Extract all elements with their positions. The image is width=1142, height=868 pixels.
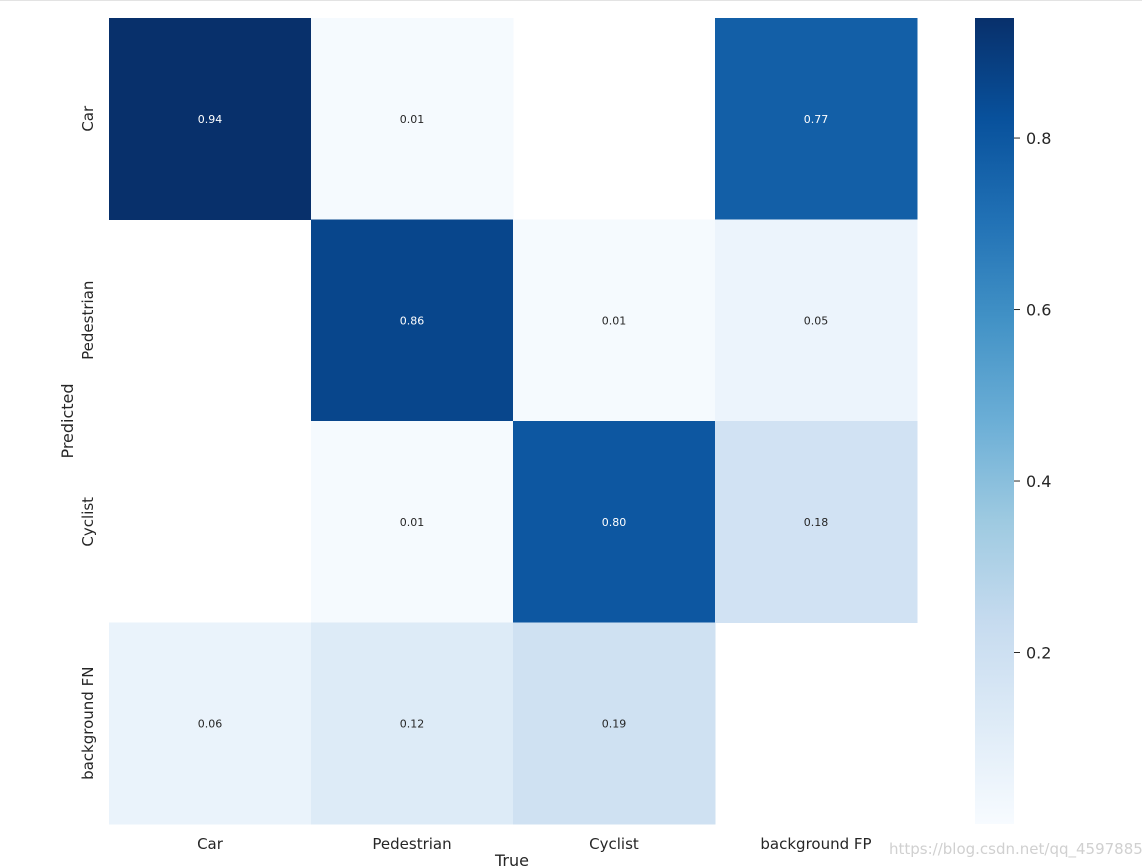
x-tick-label: background FP [760, 835, 871, 853]
cell-value-label: 0.19 [602, 717, 627, 730]
heatmap-cell [513, 622, 716, 825]
heatmap-cell [311, 18, 514, 220]
heatmap-cell [109, 18, 312, 220]
cell-value-label: 0.05 [804, 314, 829, 327]
heatmap-cell [513, 219, 716, 422]
heatmap-cells [109, 18, 918, 825]
y-axis-label: Predicted [58, 383, 77, 458]
colorbar-tick-label: 0.8 [1026, 129, 1051, 148]
cell-value-label: 0.94 [198, 113, 223, 126]
heatmap-cell [109, 622, 312, 825]
cell-value-label: 0.12 [400, 717, 425, 730]
x-axis-label: True [494, 851, 529, 868]
cell-value-label: 0.86 [400, 314, 425, 327]
y-tick-label: Cyclist [79, 497, 97, 547]
y-tick-label: background FN [79, 667, 97, 780]
colorbar-tick-label: 0.2 [1026, 644, 1051, 663]
watermark-text: https://blog.csdn.net/qq_45978858 [889, 840, 1142, 858]
y-tick-labels: Car Pedestrian Cyclist background FN [79, 105, 97, 780]
x-tick-labels: Car Pedestrian Cyclist background FP [197, 835, 872, 853]
heatmap-cell [311, 421, 514, 623]
heatmap-cell [715, 421, 918, 623]
y-tick-label: Car [79, 105, 97, 132]
x-tick-label: Car [197, 835, 224, 853]
cell-value-label: 0.01 [602, 314, 627, 327]
heatmap-cell [715, 219, 918, 422]
cell-value-label: 0.01 [400, 516, 425, 529]
top-border [0, 0, 1142, 1]
heatmap-cell [513, 421, 716, 623]
cell-value-label: 0.18 [804, 516, 829, 529]
colorbar-ticks: 0.2 0.4 0.6 0.8 [1014, 129, 1051, 663]
cell-value-label: 0.77 [804, 113, 829, 126]
cell-value-label: 0.80 [602, 516, 627, 529]
x-tick-label: Pedestrian [372, 835, 451, 853]
x-tick-label: Cyclist [589, 835, 639, 853]
colorbar-tick-label: 0.6 [1026, 301, 1051, 320]
heatmap-cell [311, 219, 514, 422]
heatmap-cell [715, 18, 918, 220]
heatmap-cell [311, 622, 514, 825]
colorbar [975, 18, 1014, 824]
cell-value-label: 0.01 [400, 113, 425, 126]
heatmap-cell-labels: 0.94 0.01 0.77 0.86 0.01 0.05 0.01 0.80 0.18 0.06… [198, 113, 829, 731]
cell-value-label: 0.06 [198, 717, 223, 730]
colorbar-tick-label: 0.4 [1026, 472, 1051, 491]
y-tick-label: Pedestrian [79, 281, 97, 360]
